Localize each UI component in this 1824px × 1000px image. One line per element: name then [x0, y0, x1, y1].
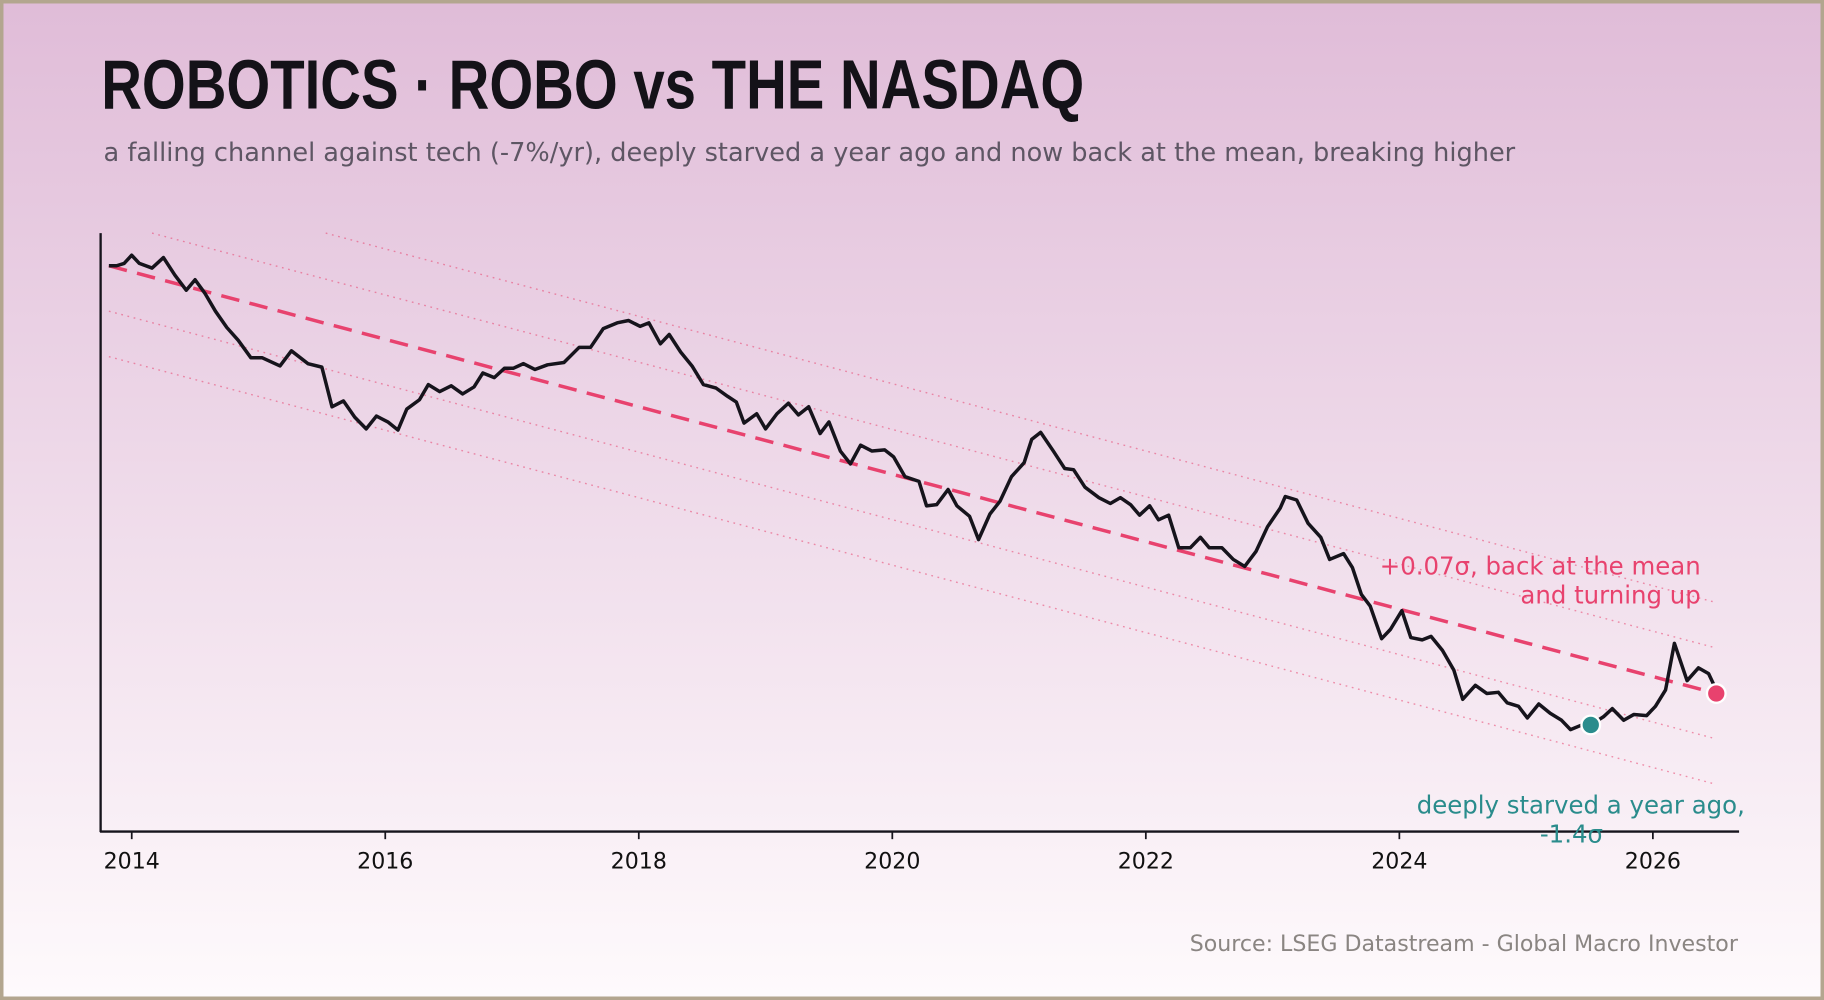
x-tick-label: 2014 [104, 848, 160, 874]
annotation-dot [1580, 714, 1602, 736]
annotation: -1.4σ [1540, 820, 1603, 849]
annotation: deeply starved a year ago, [1417, 790, 1745, 819]
x-tick-label: 2022 [1118, 848, 1174, 874]
chart-title: ROBOTICS · ROBO vs THE NASDAQ [101, 45, 1084, 123]
x-tick-label: 2018 [611, 848, 667, 874]
x-tick-label: 2016 [357, 848, 413, 874]
x-tick-label: 2024 [1371, 848, 1427, 874]
price-line [108, 253, 1718, 732]
channel-band [151, 232, 1717, 649]
annotation: and turning up [1520, 581, 1700, 610]
chart-subtitle: a falling channel against tech (-7%/yr),… [104, 138, 1516, 168]
source: Source: LSEG Datastream - Global Macro I… [1190, 931, 1739, 957]
annotation-dot [1705, 682, 1727, 704]
x-tick-label: 2020 [864, 848, 920, 874]
x-tick-label: 2026 [1625, 848, 1681, 874]
annotation: +0.07σ, back at the mean [1380, 552, 1701, 581]
